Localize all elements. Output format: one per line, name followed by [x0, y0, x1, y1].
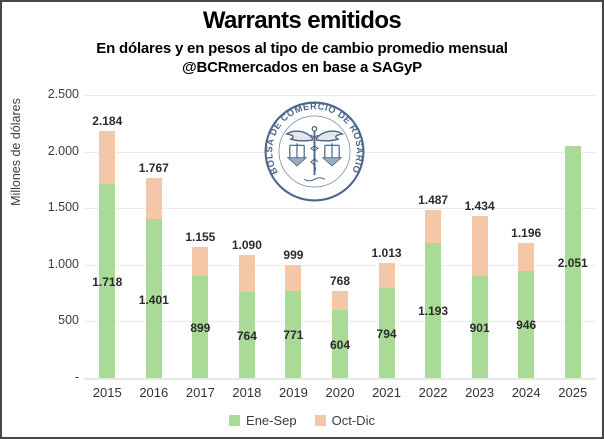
gridline-2500 — [84, 95, 596, 96]
gridline-1500 — [84, 208, 596, 210]
bar-2022-oct-dic — [425, 209, 442, 243]
legend-label: Ene-Sep — [246, 412, 297, 428]
bar-column-2016: 1.767 1.401 — [131, 95, 178, 378]
ene-sep-label-2018: 764 — [236, 328, 257, 343]
total-label-2016: 1.767 — [138, 160, 169, 175]
chart-title: Warrants emitidos — [202, 7, 402, 34]
ene-sep-label-2023: 901 — [469, 321, 490, 336]
total-label-2018: 1.090 — [231, 237, 262, 252]
bar-2022-ene-sep — [425, 242, 442, 378]
x-tick-label-2022: 2022 — [418, 385, 448, 400]
bar-2017-ene-sep — [192, 276, 209, 378]
y-tick-label-2000: 2.000 — [47, 143, 79, 158]
bar-column-2019: 999 771 — [270, 95, 317, 378]
ene-sep-label-2019: 771 — [283, 328, 304, 343]
x-tick-label-2023: 2023 — [465, 385, 495, 400]
bar-2015-oct-dic — [99, 130, 116, 184]
legend-label: Oct-Dic — [331, 412, 375, 428]
bar-2021-oct-dic — [378, 263, 395, 289]
x-tick-label-2016: 2016 — [139, 385, 169, 400]
ene-sep-label-2015: 1.718 — [92, 274, 123, 289]
bar-2024-ene-sep — [518, 270, 535, 378]
bar-column-2023: 1.434 901 — [456, 95, 503, 378]
y-tick-label-0: - — [74, 370, 79, 384]
bar-column-2022: 1.487 1.193 — [410, 95, 457, 378]
ene-sep-label-2016: 1.401 — [138, 292, 169, 307]
x-tick-label-2018: 2018 — [232, 385, 262, 400]
ene-sep-label-2022: 1.193 — [418, 304, 449, 319]
bar-2020-ene-sep — [331, 309, 348, 378]
legend-swatch-icon — [314, 414, 326, 426]
bar-2023-ene-sep — [471, 276, 488, 378]
bar-2019-ene-sep — [285, 290, 302, 378]
bar-2016-oct-dic — [145, 178, 162, 220]
bar-2019-oct-dic — [285, 264, 302, 291]
bar-2023-oct-dic — [471, 215, 488, 277]
y-tick-label-1000: 1.000 — [47, 256, 79, 271]
y-axis-labels: 2.500 2.000 1.500 1.000 500 - — [2, 87, 79, 384]
total-label-2022: 1.487 — [418, 192, 449, 207]
bar-column-2018: 1.090 764 — [224, 95, 271, 378]
bar-column-2024: 1.196 946 — [503, 95, 550, 378]
bar-column-2021: 1.013 794 — [363, 95, 410, 378]
total-label-2020: 768 — [329, 274, 350, 289]
total-label-2021: 1.013 — [371, 246, 402, 261]
ene-sep-label-2024: 946 — [516, 318, 537, 333]
bar-column-2017: 1.155 899 — [177, 95, 224, 378]
total-label-2017: 1.155 — [185, 230, 216, 245]
x-tick-label-2015: 2015 — [92, 385, 122, 400]
y-tick-label-1500: 1.500 — [47, 200, 79, 215]
bar-column-2015: 2.184 1.718 — [84, 95, 131, 378]
x-tick-label-2017: 2017 — [185, 385, 215, 400]
bar-2015-ene-sep — [99, 183, 116, 378]
y-tick-label-500: 500 — [58, 313, 79, 328]
total-label-2023: 1.434 — [464, 198, 495, 213]
bar-2017-oct-dic — [192, 247, 209, 277]
total-label-2019: 999 — [283, 247, 304, 262]
ene-sep-label-2017: 899 — [190, 321, 211, 336]
x-tick-label-2020: 2020 — [325, 385, 355, 400]
bar-2020-oct-dic — [331, 291, 348, 310]
x-tick-label-2024: 2024 — [511, 385, 541, 400]
y-tick-label-2500: 2.500 — [47, 87, 79, 101]
bar-column-2025: 2.051 — [549, 95, 596, 378]
seal-inner-circle — [278, 115, 351, 188]
bar-2025-ene-sep — [564, 145, 581, 378]
total-label-2024: 1.196 — [511, 225, 542, 240]
ene-sep-label-2021: 794 — [376, 327, 397, 342]
bar-column-2020: 768 604 — [317, 95, 364, 378]
x-axis-labels: 2015 2016 2017 2018 2019 2020 2021 2022 2023 2024… — [84, 385, 596, 401]
bar-2024-oct-dic — [518, 242, 535, 271]
plot-area: 2.184 1.718 1.767 1.401 1.155 899 1.090 764 999 7… — [84, 95, 596, 380]
x-tick-label-2025: 2025 — [558, 385, 588, 400]
chart-subtitle-line1: En dólares y en pesos al tipo de cambio … — [96, 40, 508, 57]
bar-2018-ene-sep — [238, 291, 255, 378]
bar-2016-ene-sep — [145, 219, 162, 378]
total-label-2015: 2.184 — [92, 113, 123, 128]
caduceus-and-scales-icon — [285, 125, 344, 182]
chart-subtitle-line2: @BCRmercados en base a SAGyP — [182, 59, 422, 76]
ene-sep-label-2025: 2.051 — [557, 255, 588, 270]
bar-2018-oct-dic — [238, 254, 255, 292]
x-tick-label-2021: 2021 — [372, 385, 401, 400]
bcr-seal-logo: BOLSA DE COMERCIO DE ROSARIO — [264, 101, 365, 202]
chart-legend: Ene-Sep Oct-Dic — [2, 412, 602, 428]
legend-item-ene-sep: Ene-Sep — [229, 413, 297, 428]
ene-sep-label-2020: 604 — [329, 337, 350, 352]
gridline-1000 — [84, 264, 596, 266]
x-tick-label-2019: 2019 — [278, 385, 308, 400]
legend-item-oct-dic: Oct-Dic — [314, 412, 375, 428]
legend-swatch-icon — [229, 414, 241, 426]
bar-2021-ene-sep — [378, 288, 395, 378]
